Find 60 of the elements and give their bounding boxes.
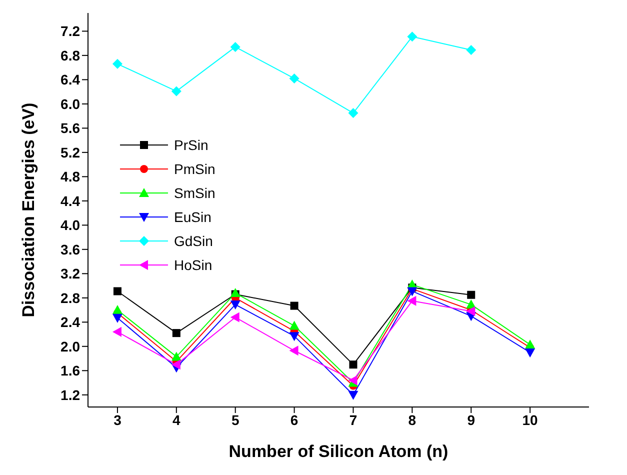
y-tick-label: 6.8 — [60, 47, 80, 64]
point — [113, 287, 122, 296]
point — [289, 332, 300, 342]
point — [407, 287, 418, 296]
point — [171, 360, 180, 370]
point — [467, 290, 476, 299]
y-tick-label: 2.0 — [60, 338, 80, 354]
y-tick-label: 6.0 — [60, 96, 80, 112]
y-tick-label: 1.2 — [60, 386, 80, 403]
legend-label: HoSin — [174, 257, 212, 273]
legend-label: EuSin — [174, 209, 212, 225]
point — [230, 312, 240, 322]
x-tick-label: 4 — [172, 412, 181, 428]
y-axis-title: Dissociation Energies (eV) — [19, 102, 38, 318]
y-tick-label: 4.8 — [60, 168, 80, 185]
x-tick-label: 9 — [467, 412, 476, 428]
y-tick-label: 5.6 — [60, 120, 80, 136]
point — [230, 42, 240, 52]
point — [171, 352, 182, 361]
x-tick-label: 7 — [349, 412, 358, 428]
y-tick-label: 6.4 — [60, 72, 80, 88]
point — [407, 296, 416, 306]
point — [349, 360, 358, 369]
point — [112, 314, 122, 323]
point — [348, 390, 358, 400]
point — [466, 44, 476, 55]
x-tick-label: 3 — [114, 412, 122, 428]
x-axis-title: Number of Silicon Atom (n) — [228, 442, 448, 462]
y-tick-label: 3.2 — [60, 266, 80, 282]
legend-label: SmSin — [174, 185, 216, 201]
legend-label: GdSin — [174, 233, 213, 249]
point — [289, 73, 300, 84]
point — [348, 108, 358, 118]
point — [348, 375, 358, 386]
y-tick-label: 4.4 — [60, 192, 80, 209]
point — [525, 340, 536, 349]
y-tick-label: 2.8 — [60, 290, 80, 306]
y-tick-label: 4.0 — [60, 217, 80, 234]
x-tick-label: 10 — [522, 412, 538, 428]
point — [171, 86, 182, 96]
legend-label: PrSin — [174, 137, 208, 153]
point — [289, 320, 300, 330]
x-tick-label: 5 — [231, 412, 240, 428]
point — [172, 329, 180, 338]
point — [290, 302, 298, 310]
point — [289, 346, 298, 356]
point — [407, 32, 418, 42]
y-tick-label: 1.6 — [60, 362, 80, 379]
point — [112, 326, 122, 337]
x-tick-label: 8 — [408, 412, 416, 428]
point — [525, 348, 536, 358]
y-tick-label: 3.6 — [60, 241, 80, 258]
y-tick-label: 7.2 — [60, 23, 80, 40]
x-tick-label: 6 — [290, 412, 298, 428]
point — [112, 58, 122, 69]
y-tick-label: 2.4 — [60, 314, 80, 330]
point — [112, 305, 122, 314]
legend-label: PmSin — [174, 161, 216, 177]
y-tick-label: 5.2 — [60, 144, 80, 160]
point — [230, 300, 240, 310]
